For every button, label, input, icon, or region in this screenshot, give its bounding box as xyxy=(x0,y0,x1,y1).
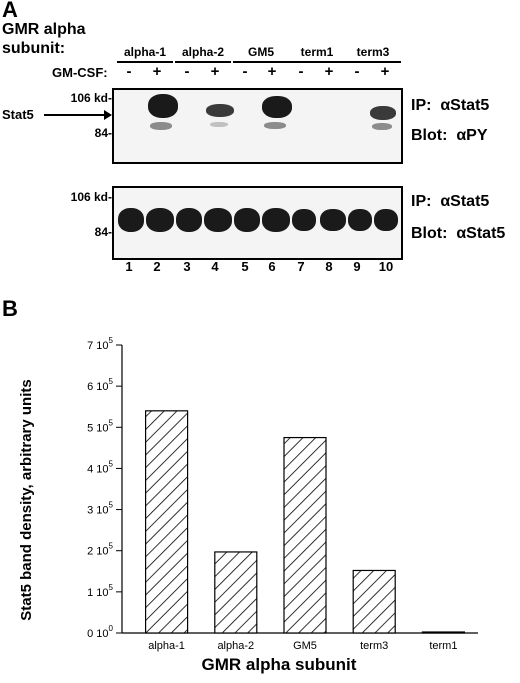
blot-label-text: Blot: xyxy=(411,127,448,144)
x-tick-label: term3 xyxy=(360,640,388,652)
panel-b-letter: B xyxy=(2,296,18,321)
lane-number: 5 xyxy=(241,259,249,274)
panel-a-letter: A xyxy=(2,0,18,22)
group-label-term1: term1 xyxy=(300,45,334,59)
y-tick-label: 1 105 xyxy=(87,583,113,599)
band xyxy=(372,123,392,130)
mw-marker-84: 84- xyxy=(94,225,112,239)
blot-phosphotyrosine xyxy=(112,88,403,164)
group-underline xyxy=(117,61,173,63)
lane-number: 9 xyxy=(353,259,361,274)
group-underline xyxy=(289,61,345,63)
lane-number: 7 xyxy=(297,259,305,274)
mw-marker-106: 106 kd- xyxy=(70,91,112,105)
band xyxy=(262,96,292,118)
lane-number: 4 xyxy=(211,259,219,274)
blot1-ip-label: IP: αStat5 xyxy=(411,97,489,115)
blot-stat5-loading xyxy=(112,186,403,260)
group-underline xyxy=(175,61,231,63)
y-tick-label: 7 105 xyxy=(87,336,113,352)
band xyxy=(118,208,144,232)
chart-yticks: 0 100 1 105 2 105 3 105 4 105 5 105 6 105 7 105 xyxy=(87,336,122,640)
group-label-gm5: GM5 xyxy=(247,45,274,59)
lane-number: 2 xyxy=(153,259,161,274)
lane-number: 10 xyxy=(378,259,394,274)
chart-xticks: alpha-1 alpha-2 GM5 term3 term1 xyxy=(148,640,457,652)
group-label-term3: term3 xyxy=(356,45,390,59)
blot-label-text: Blot: xyxy=(411,225,448,242)
treatment-sign: - xyxy=(184,63,190,80)
y-tick-label: 4 105 xyxy=(87,459,113,475)
band xyxy=(204,208,232,232)
band xyxy=(210,122,228,127)
treatment-sign: + xyxy=(210,63,220,80)
gmcsf-label: GM-CSF: xyxy=(52,65,108,80)
y-tick-label: 2 105 xyxy=(87,542,113,558)
blot2-blot-label: Blot: αStat5 xyxy=(411,225,505,243)
band xyxy=(348,209,372,231)
blot-antibody: αStat5 xyxy=(456,225,506,242)
blot1-blot-label: Blot: αPY xyxy=(411,127,488,145)
lane-number: 1 xyxy=(125,259,133,274)
ip-label-text: IP: xyxy=(411,97,432,114)
y-tick-label: 0 100 xyxy=(87,624,113,640)
bar-GM5 xyxy=(283,436,327,634)
ip-antibody: αStat5 xyxy=(440,193,490,210)
band xyxy=(320,209,346,231)
bar-chart: 0 100 1 105 2 105 3 105 4 105 5 105 6 105 7 105… xyxy=(18,336,478,674)
y-axis-title: Stat5 band density, arbitrary units xyxy=(18,379,35,620)
y-tick-label: 3 105 xyxy=(87,501,113,517)
blot-antibody: αPY xyxy=(456,127,488,144)
x-axis-title: GMR alpha subunit xyxy=(202,655,357,674)
band xyxy=(292,209,316,231)
group-underline xyxy=(233,61,289,63)
band xyxy=(374,209,398,231)
group-label-alpha-1: alpha-1 xyxy=(123,45,166,59)
x-tick-label: GM5 xyxy=(293,640,317,652)
ip-label-text: IP: xyxy=(411,193,432,210)
lane-number: 8 xyxy=(325,259,333,274)
y-tick-label: 6 105 xyxy=(87,377,113,393)
band xyxy=(150,122,172,130)
y-tick-label: 5 105 xyxy=(87,418,113,434)
x-tick-label: alpha-2 xyxy=(217,640,254,652)
band xyxy=(264,122,286,129)
ip-antibody: αStat5 xyxy=(440,97,490,114)
treatment-sign: - xyxy=(298,63,304,80)
x-tick-label: term1 xyxy=(429,640,457,652)
bar-term1 xyxy=(421,631,465,634)
group-label-alpha-2: alpha-2 xyxy=(181,45,224,59)
band xyxy=(148,94,178,118)
header-line2: subunit: xyxy=(2,40,66,57)
blot2-ip-label: IP: αStat5 xyxy=(411,193,489,211)
band xyxy=(176,208,202,232)
band xyxy=(146,208,174,232)
bar-term3 xyxy=(352,569,396,634)
bar-alpha-2 xyxy=(214,551,258,634)
bar-alpha-1 xyxy=(145,410,189,634)
band xyxy=(234,208,260,232)
treatment-sign: - xyxy=(354,63,360,80)
treatment-sign: - xyxy=(126,63,132,80)
stat5-label: Stat5 xyxy=(2,107,34,122)
stat5-arrow-icon xyxy=(44,110,112,120)
treatment-sign: + xyxy=(152,63,162,80)
treatment-sign: + xyxy=(324,63,334,80)
group-underline xyxy=(345,61,401,63)
mw-marker-106: 106 kd- xyxy=(70,190,112,204)
lane-number: 6 xyxy=(268,259,276,274)
band xyxy=(206,104,234,117)
treatment-sign: + xyxy=(380,63,390,80)
header-line1: GMR alpha xyxy=(2,21,86,38)
treatment-sign: + xyxy=(267,63,277,80)
mw-marker-84: 84- xyxy=(94,126,112,140)
band xyxy=(262,208,290,232)
x-tick-label: alpha-1 xyxy=(148,640,185,652)
chart-bars xyxy=(145,410,465,634)
band xyxy=(370,106,396,120)
lane-number: 3 xyxy=(183,259,191,274)
treatment-sign: - xyxy=(242,63,248,80)
